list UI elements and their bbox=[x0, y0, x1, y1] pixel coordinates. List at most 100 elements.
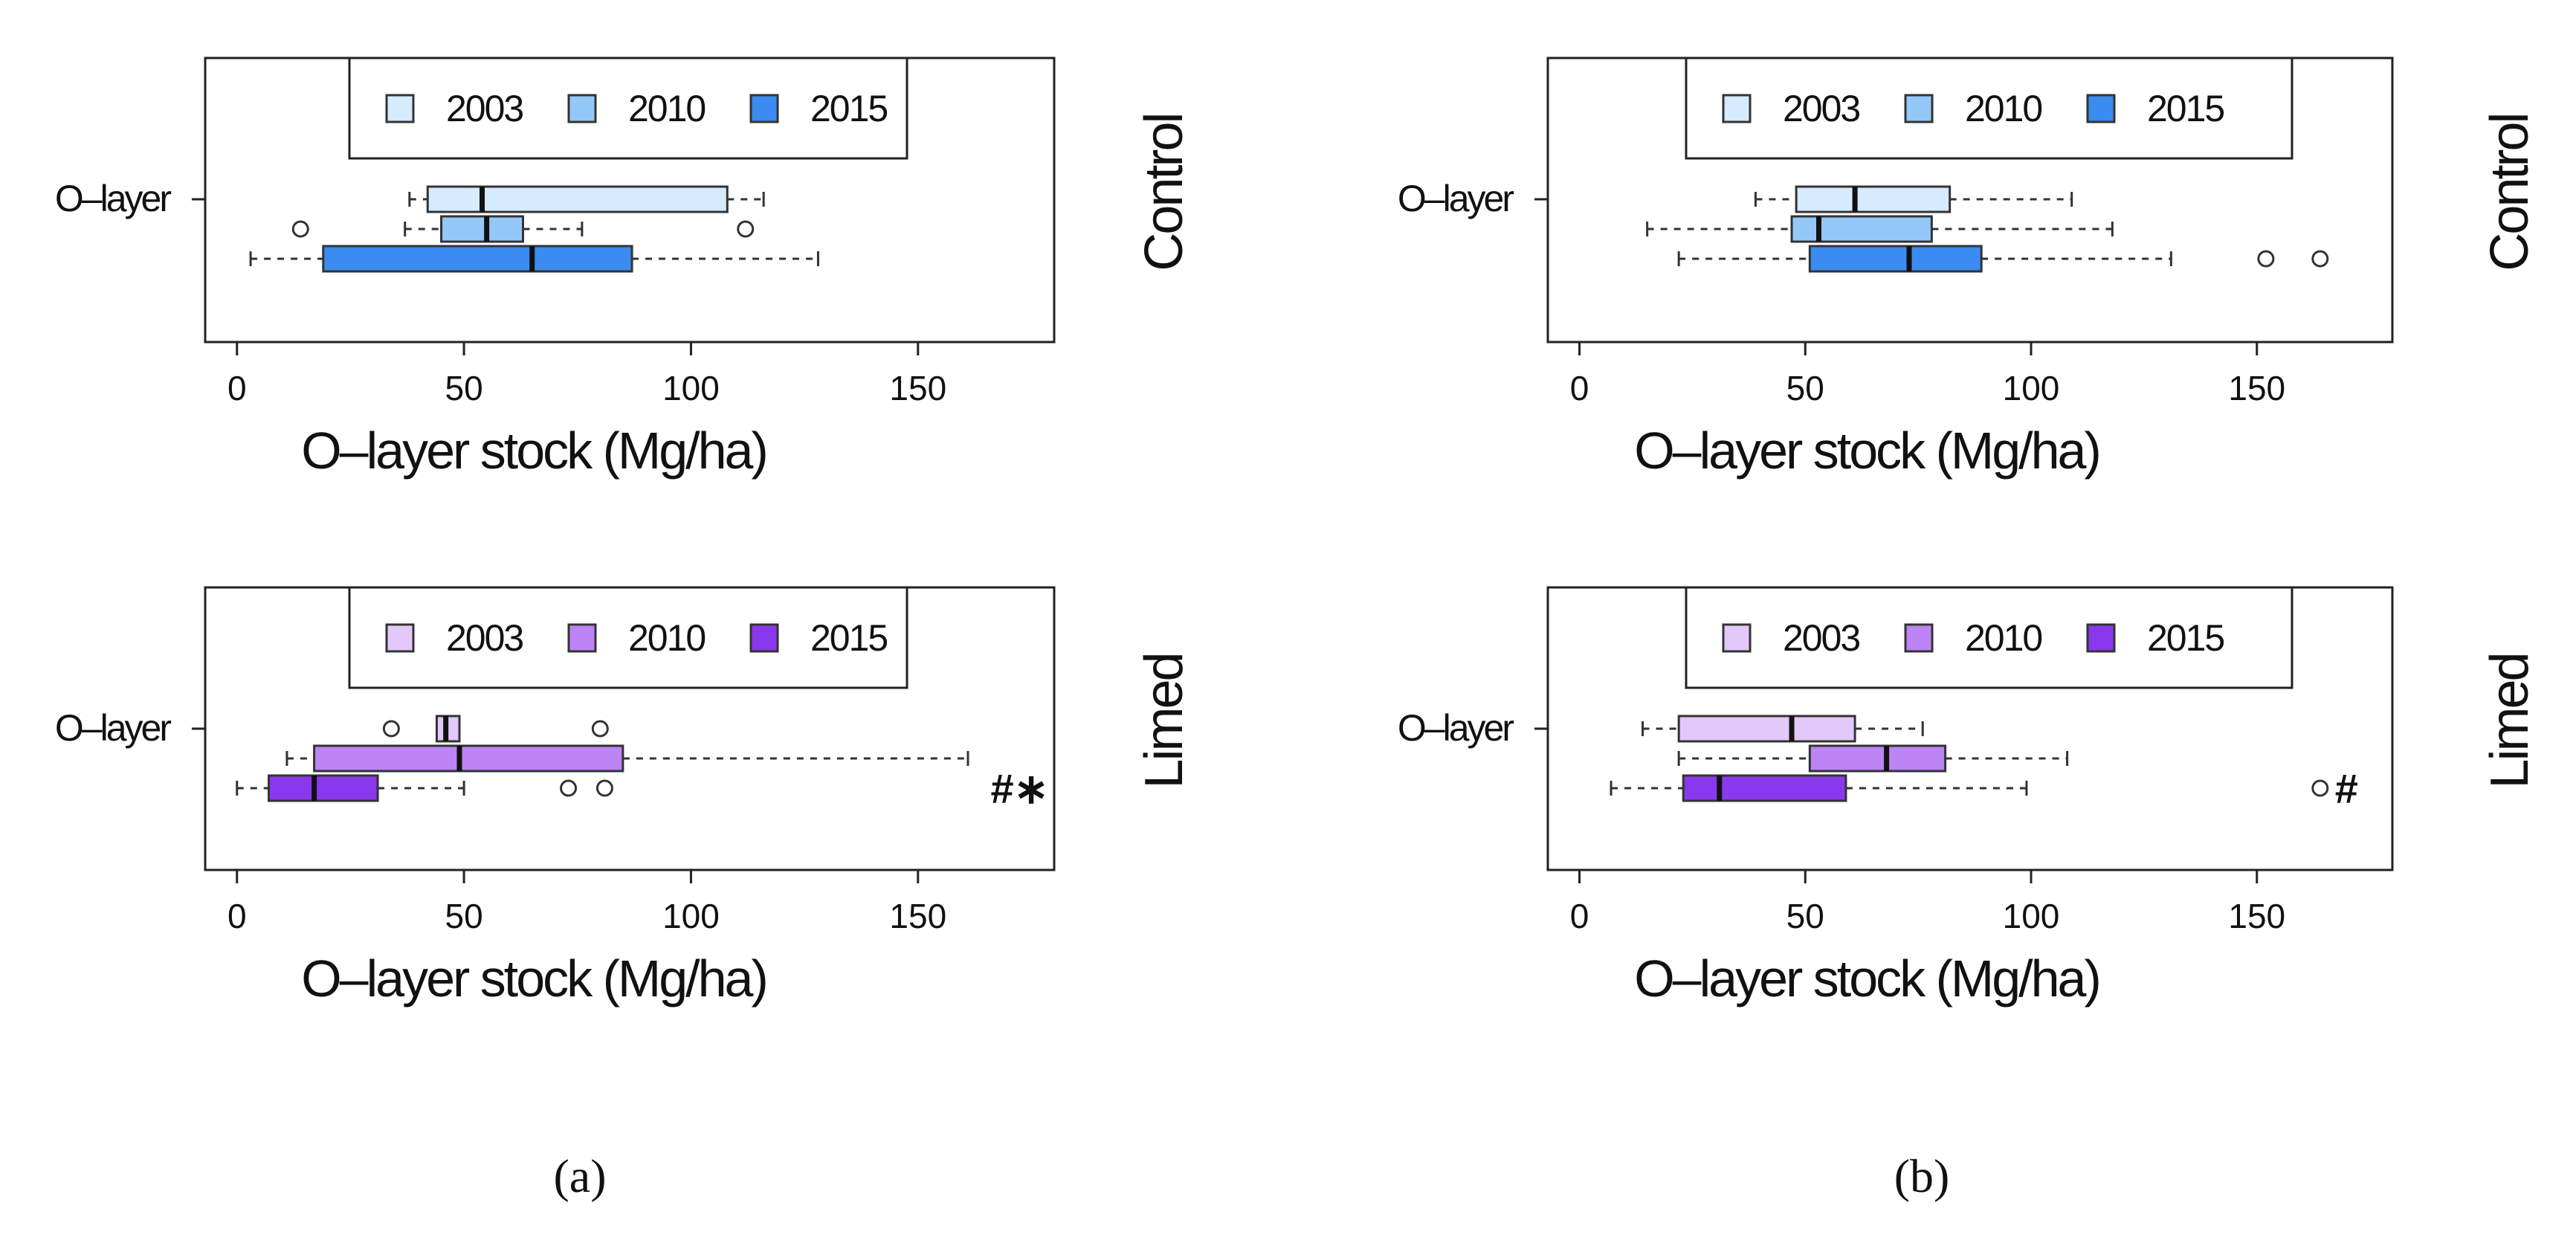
legend-swatch-2003 bbox=[385, 94, 415, 123]
legend-frame bbox=[1685, 57, 2293, 160]
x-tick-label: 0 bbox=[227, 369, 247, 407]
x-tick-label: 100 bbox=[662, 897, 720, 935]
box-2003 bbox=[1754, 185, 2073, 213]
iqr-box bbox=[1677, 715, 1856, 743]
x-tick-label: 150 bbox=[2228, 897, 2285, 935]
x-tick-label: 150 bbox=[889, 897, 946, 935]
y-axis-label: O–layer bbox=[1398, 178, 1514, 219]
x-tick-label: 150 bbox=[889, 369, 946, 407]
legend-label-2010: 2010 bbox=[628, 88, 705, 129]
legend-label-2015: 2015 bbox=[2147, 88, 2224, 129]
panel-a-limed: 0 50 100 150 O–layer stock (Mg/ha) O–layer Lim… bbox=[55, 586, 1194, 1008]
legend-swatch-2003 bbox=[385, 623, 415, 653]
y-axis-label: O–layer bbox=[1398, 707, 1514, 749]
y-axis-label: O–layer bbox=[55, 178, 171, 219]
significance-annotation: # bbox=[2335, 765, 2358, 812]
legend-swatch-2010 bbox=[1904, 623, 1934, 653]
legend-swatch-2010 bbox=[1904, 94, 1934, 123]
legend-label-2003: 2003 bbox=[446, 88, 523, 129]
box-2015 bbox=[249, 245, 819, 273]
outlier-point bbox=[2257, 250, 2275, 268]
x-axis: 0 50 100 150 O–layer stock (Mg/ha) bbox=[227, 868, 946, 1008]
box-2015 bbox=[1677, 245, 2329, 273]
x-axis: 0 50 100 150 O–layer stock (Mg/ha) bbox=[1570, 341, 2285, 480]
outlier-point bbox=[595, 779, 613, 797]
legend-label-2015: 2015 bbox=[810, 617, 887, 659]
box-2015 bbox=[236, 774, 613, 802]
y-axis-label: O–layer bbox=[55, 707, 171, 749]
legend-label-2010: 2010 bbox=[1965, 617, 2041, 659]
side-label-limed: Limed bbox=[1134, 654, 1194, 788]
legend-label-2003: 2003 bbox=[1783, 88, 1859, 129]
significance-annotation: #∗ bbox=[991, 765, 1049, 812]
iqr-box bbox=[1790, 215, 1933, 243]
x-tick-label: 0 bbox=[1570, 897, 1589, 935]
iqr-box bbox=[322, 245, 633, 273]
legend-label-2015: 2015 bbox=[2147, 617, 2224, 659]
side-label-limed: Limed bbox=[2480, 654, 2540, 788]
outlier-point bbox=[560, 779, 578, 797]
box-2010 bbox=[285, 744, 969, 773]
side-label-control: Control bbox=[1134, 114, 1194, 271]
side-label-control: Control bbox=[2480, 114, 2540, 271]
outlier-point bbox=[2311, 250, 2329, 268]
outlier-point bbox=[382, 720, 400, 738]
legend-swatch-2015 bbox=[749, 623, 779, 653]
panel-a-control: 0 50 100 150 O–layer stock (Mg/ha) O–layer Con… bbox=[55, 57, 1194, 480]
legend: 2003 2010 2015 bbox=[1685, 57, 2293, 160]
subfigure-label-b: (b) bbox=[1894, 1150, 1950, 1202]
legend-swatch-2003 bbox=[1722, 94, 1752, 123]
iqr-box bbox=[1808, 245, 1983, 273]
legend-swatch-2015 bbox=[2086, 623, 2116, 653]
legend-frame bbox=[348, 57, 908, 160]
subfigure-label-a-text: (a) bbox=[553, 1150, 606, 1202]
x-tick-label: 0 bbox=[1570, 369, 1589, 407]
box-2003 bbox=[382, 715, 609, 743]
iqr-box bbox=[440, 215, 524, 243]
legend-label-2003: 2003 bbox=[1783, 617, 1859, 659]
iqr-box bbox=[1682, 774, 1847, 802]
iqr-box bbox=[1795, 185, 1952, 213]
iqr-box bbox=[267, 774, 379, 802]
legend: 2003 2010 2015 bbox=[348, 57, 908, 160]
panel-b-limed: 0 50 100 150 O–layer stock (Mg/ha) O–layer Lim… bbox=[1398, 586, 2540, 1008]
legend-swatch-2003 bbox=[1722, 623, 1752, 653]
x-axis: 0 50 100 150 O–layer stock (Mg/ha) bbox=[1570, 868, 2285, 1008]
outlier-point bbox=[591, 720, 609, 738]
iqr-box bbox=[426, 185, 729, 213]
iqr-box bbox=[313, 744, 624, 773]
x-tick-label: 100 bbox=[2003, 369, 2060, 407]
outlier-point bbox=[2311, 779, 2329, 797]
box-2010 bbox=[1677, 744, 2069, 773]
legend-label-2010: 2010 bbox=[1965, 88, 2041, 129]
x-axis-title: O–layer stock (Mg/ha) bbox=[301, 422, 766, 480]
box-2015 bbox=[1610, 774, 2329, 802]
iqr-box bbox=[1808, 744, 1947, 773]
x-axis-title: O–layer stock (Mg/ha) bbox=[1634, 950, 2099, 1008]
outlier-point bbox=[291, 220, 309, 238]
outlier-point bbox=[737, 220, 755, 238]
box-2003 bbox=[1642, 715, 1924, 743]
x-axis-title: O–layer stock (Mg/ha) bbox=[301, 950, 766, 1008]
x-tick-label: 100 bbox=[662, 369, 720, 407]
x-axis-title: O–layer stock (Mg/ha) bbox=[1634, 422, 2099, 480]
legend: 2003 2010 2015 bbox=[1685, 586, 2293, 689]
legend-label-2010: 2010 bbox=[628, 617, 705, 659]
legend-label-2003: 2003 bbox=[446, 617, 523, 659]
x-tick-label: 150 bbox=[2228, 369, 2285, 407]
subfigure-label-a: (a) bbox=[553, 1150, 606, 1202]
x-tick-label: 0 bbox=[227, 897, 247, 935]
legend-frame bbox=[1685, 586, 2293, 689]
x-axis: 0 50 100 150 O–layer stock (Mg/ha) bbox=[227, 341, 946, 480]
box-2010 bbox=[1646, 215, 2114, 243]
box-2010 bbox=[291, 215, 755, 243]
subfigure-label-b-text: (b) bbox=[1894, 1150, 1950, 1202]
legend-swatch-2015 bbox=[749, 94, 779, 123]
legend-swatch-2010 bbox=[567, 94, 597, 123]
box-2003 bbox=[408, 185, 765, 213]
x-tick-label: 50 bbox=[1786, 897, 1824, 935]
x-tick-label: 100 bbox=[2003, 897, 2060, 935]
legend-swatch-2010 bbox=[567, 623, 597, 653]
x-tick-label: 50 bbox=[1786, 369, 1824, 407]
